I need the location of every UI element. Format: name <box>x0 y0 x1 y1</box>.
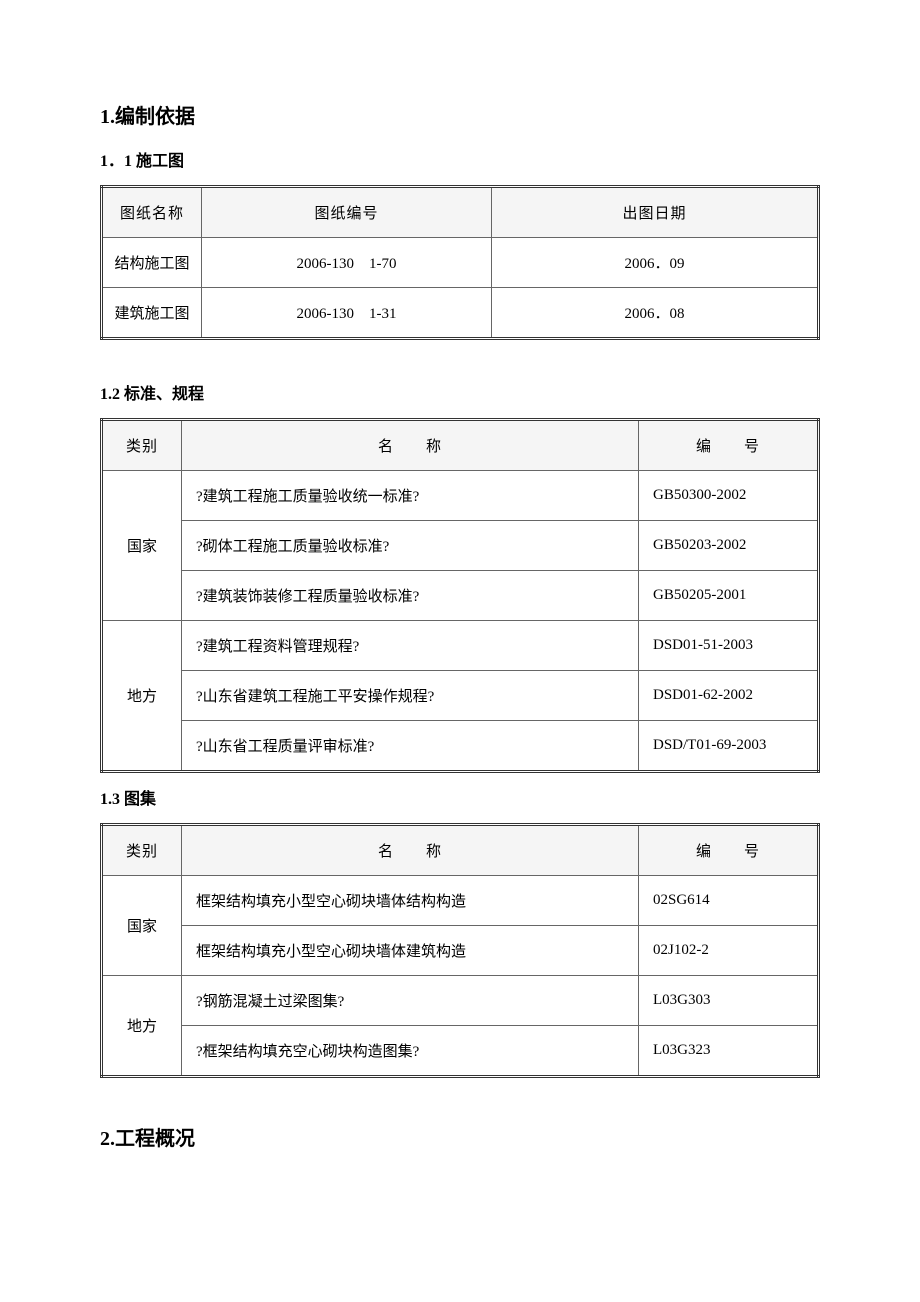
th-category: 类别 <box>102 825 182 876</box>
table-row: ?山东省工程质量评审标准? DSD/T01-69-2003 <box>102 721 819 772</box>
cell: ?框架结构填充空心砌块构造图集? <box>182 1026 639 1077</box>
cell-category: 地方 <box>102 621 182 772</box>
table-header-row: 类别 名 称 编 号 <box>102 825 819 876</box>
table-row: 建筑施工图 2006-130 1-31 2006．08 <box>102 288 819 339</box>
cell: ?山东省工程质量评审标准? <box>182 721 639 772</box>
cell: 02J102-2 <box>639 926 819 976</box>
th-name: 名 称 <box>182 420 639 471</box>
cell: 建筑施工图 <box>102 288 202 339</box>
cell-category: 地方 <box>102 976 182 1077</box>
cell: 框架结构填充小型空心砌块墙体建筑构造 <box>182 926 639 976</box>
cell: ?钢筋混凝土过梁图集? <box>182 976 639 1026</box>
th-category: 类别 <box>102 420 182 471</box>
cell: DSD01-62-2002 <box>639 671 819 721</box>
section-1-3-heading: 1.3 图集 <box>100 785 820 809</box>
table-row: 地方 ?钢筋混凝土过梁图集? L03G303 <box>102 976 819 1026</box>
section-1-1-heading: 1．1 施工图 <box>100 147 820 171</box>
table-row: ?山东省建筑工程施工平安操作规程? DSD01-62-2002 <box>102 671 819 721</box>
cell: 框架结构填充小型空心砌块墙体结构构造 <box>182 876 639 926</box>
table-row: 国家 ?建筑工程施工质量验收统一标准? GB50300-2002 <box>102 471 819 521</box>
table-drawings: 图纸名称 图纸编号 出图日期 结构施工图 2006-130 1-70 2006．… <box>100 185 820 340</box>
cell: ?建筑工程资料管理规程? <box>182 621 639 671</box>
table-row: 地方 ?建筑工程资料管理规程? DSD01-51-2003 <box>102 621 819 671</box>
th-name: 名 称 <box>182 825 639 876</box>
cell: DSD01-51-2003 <box>639 621 819 671</box>
table-standards: 类别 名 称 编 号 国家 ?建筑工程施工质量验收统一标准? GB50300-2… <box>100 418 820 773</box>
table-row: 框架结构填充小型空心砌块墙体建筑构造 02J102-2 <box>102 926 819 976</box>
th-drawing-number: 图纸编号 <box>202 187 492 238</box>
th-number: 编 号 <box>639 825 819 876</box>
cell: ?建筑工程施工质量验收统一标准? <box>182 471 639 521</box>
table-header-row: 类别 名 称 编 号 <box>102 420 819 471</box>
table-row: ?框架结构填充空心砌块构造图集? L03G323 <box>102 1026 819 1077</box>
cell: GB50203-2002 <box>639 521 819 571</box>
cell: ?山东省建筑工程施工平安操作规程? <box>182 671 639 721</box>
cell: 结构施工图 <box>102 238 202 288</box>
section-1-2-heading: 1.2 标准、规程 <box>100 380 820 404</box>
th-drawing-name: 图纸名称 <box>102 187 202 238</box>
table-atlas: 类别 名 称 编 号 国家 框架结构填充小型空心砌块墙体结构构造 02SG614… <box>100 823 820 1078</box>
table-header-row: 图纸名称 图纸编号 出图日期 <box>102 187 819 238</box>
cell: 2006．08 <box>492 288 819 339</box>
cell: 2006-130 1-70 <box>202 238 492 288</box>
table-row: 结构施工图 2006-130 1-70 2006．09 <box>102 238 819 288</box>
cell: GB50300-2002 <box>639 471 819 521</box>
cell: ?建筑装饰装修工程质量验收标准? <box>182 571 639 621</box>
table-row: ?砌体工程施工质量验收标准? GB50203-2002 <box>102 521 819 571</box>
th-number: 编 号 <box>639 420 819 471</box>
cell: 02SG614 <box>639 876 819 926</box>
cell: 2006．09 <box>492 238 819 288</box>
cell: DSD/T01-69-2003 <box>639 721 819 772</box>
cell: ?砌体工程施工质量验收标准? <box>182 521 639 571</box>
cell-category: 国家 <box>102 876 182 976</box>
table-row: 国家 框架结构填充小型空心砌块墙体结构构造 02SG614 <box>102 876 819 926</box>
section-2-heading: 2.工程概况 <box>100 1122 820 1151</box>
cell: 2006-130 1-31 <box>202 288 492 339</box>
th-drawing-date: 出图日期 <box>492 187 819 238</box>
table-row: ?建筑装饰装修工程质量验收标准? GB50205-2001 <box>102 571 819 621</box>
cell: L03G303 <box>639 976 819 1026</box>
cell-category: 国家 <box>102 471 182 621</box>
cell: GB50205-2001 <box>639 571 819 621</box>
section-1-heading: 1.编制依据 <box>100 100 820 129</box>
cell: L03G323 <box>639 1026 819 1077</box>
